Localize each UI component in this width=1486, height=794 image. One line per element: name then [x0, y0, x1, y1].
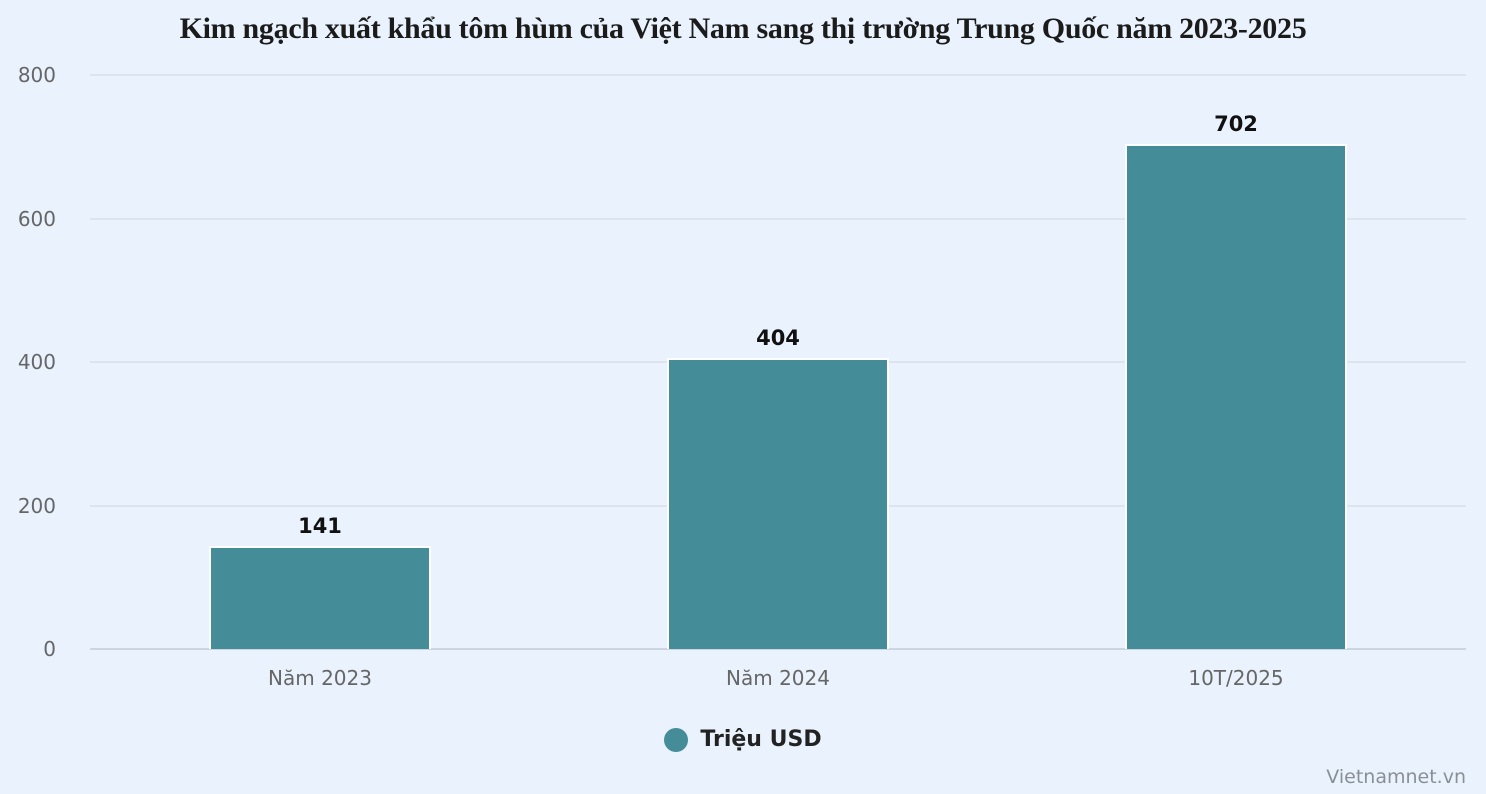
legend: Triệu USD	[0, 727, 1486, 752]
y-tick-800: 800	[17, 63, 56, 87]
bar-label-10t-2025: 702	[1214, 112, 1258, 136]
gridline-600	[90, 218, 1466, 220]
y-tick-200: 200	[17, 494, 56, 518]
x-tick-10t-2025: 10T/2025	[1188, 666, 1284, 690]
x-tick-2023: Năm 2023	[268, 666, 372, 690]
x-tick-2024: Năm 2024	[726, 666, 830, 690]
y-tick-600: 600	[17, 207, 56, 231]
source-credit: Vietnamnet.vn	[1326, 766, 1466, 788]
x-axis-line	[90, 648, 1466, 650]
legend-series-label[interactable]: Triệu USD	[700, 727, 822, 752]
chart-title: Kim ngạch xuất khẩu tôm hùm của Việt Nam…	[179, 12, 1307, 45]
bar-2024[interactable]	[667, 358, 889, 649]
bar-2023[interactable]	[209, 546, 431, 649]
bar-label-2023: 141	[298, 514, 342, 538]
bar-10t-2025[interactable]	[1125, 144, 1347, 649]
gridline-800	[90, 74, 1466, 76]
legend-series-marker-icon[interactable]	[664, 727, 689, 752]
y-tick-0: 0	[43, 637, 56, 661]
bar-label-2024: 404	[756, 326, 800, 350]
y-tick-400: 400	[17, 350, 56, 374]
